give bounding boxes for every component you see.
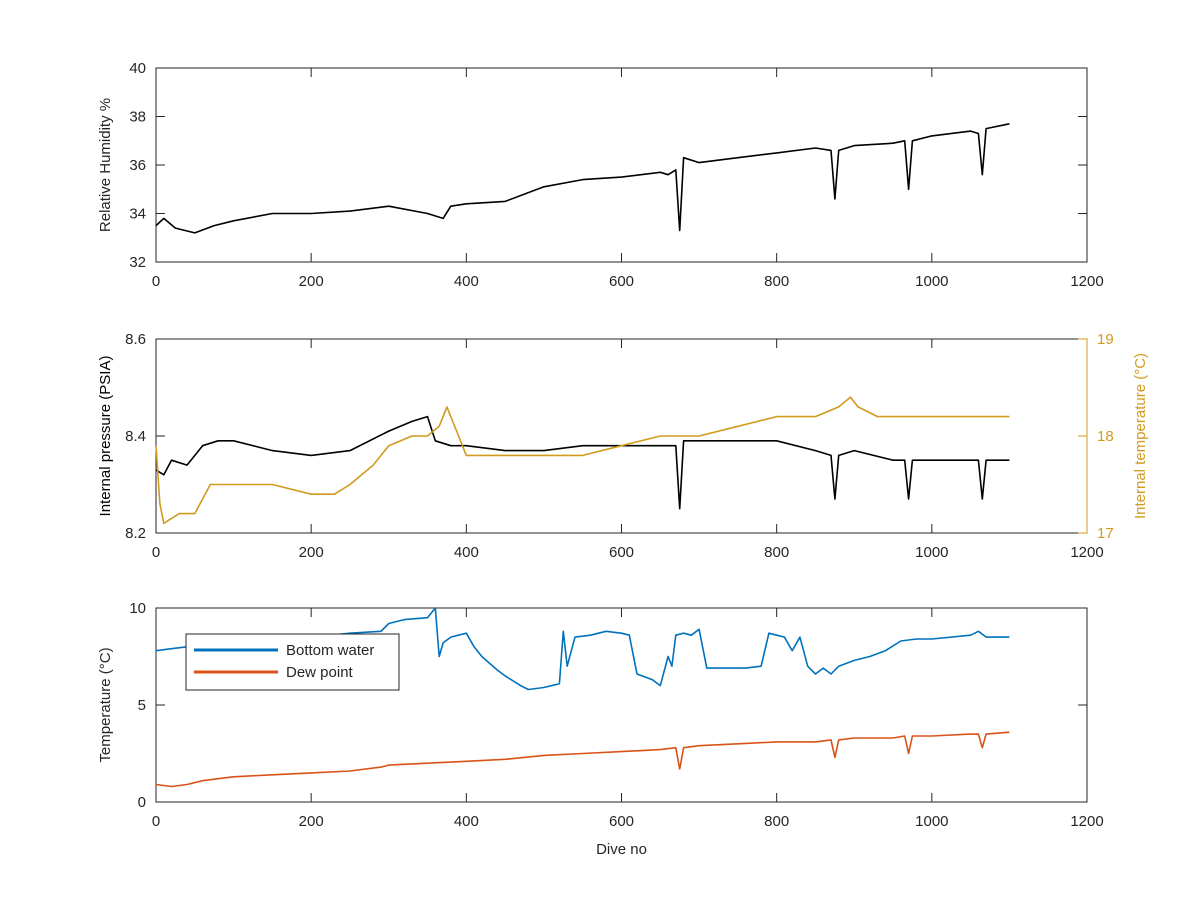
chart-panel-1: 0 200 400 600 800 1000 1200 32 34 36 38 40 Relative … (97, 60, 1104, 290)
x-tick-label: 800 (764, 273, 789, 290)
x-tick-label: 0 (152, 273, 160, 290)
y-tick-label: 8.4 (125, 428, 146, 445)
x-tick-label: 400 (454, 544, 479, 561)
y-tick-label: 5 (138, 697, 146, 714)
x-axis-label: Dive no (596, 841, 647, 858)
y-tick-label: 8.2 (125, 525, 146, 542)
y-tick-label: 8.6 (125, 331, 146, 348)
y-tick-label: 10 (129, 600, 146, 617)
legend-entry: Dew point (286, 664, 354, 681)
legend: Bottom water Dew point (185, 633, 400, 691)
series-line-bottom-water (155, 607, 1010, 691)
y-tick-label: 38 (129, 109, 146, 126)
x-tick-label: 1200 (1070, 813, 1103, 830)
x-tick-label: 1000 (915, 273, 948, 290)
y-axis-label: Relative Humidity % (97, 98, 114, 232)
y-tick-label: 36 (129, 157, 146, 174)
chart-panel-3: 0 200 400 600 800 1000 1200 0 5 10 Temperature (°C… (97, 600, 1104, 858)
x-tick-label: 0 (152, 813, 160, 830)
x-tick-label: 1200 (1070, 273, 1103, 290)
y2-tick-label: 17 (1097, 525, 1114, 542)
y-tick-label: 34 (129, 206, 146, 223)
x-tick-label: 200 (299, 813, 324, 830)
y-axis-label: Temperature (°C) (97, 647, 114, 762)
x-tick-label: 800 (764, 544, 789, 561)
x-tick-label: 1000 (915, 813, 948, 830)
x-tick-label: 600 (609, 544, 634, 561)
x-tick-label: 200 (299, 544, 324, 561)
y-axis-label: Internal pressure (PSIA) (97, 356, 114, 517)
y2-tick-label: 18 (1097, 428, 1114, 445)
y2-axis-label: Internal temperature (°C) (1132, 353, 1149, 519)
legend-entry: Bottom water (286, 642, 374, 659)
y-tick-label: 40 (129, 60, 146, 77)
series-line-dew-point (155, 731, 1010, 788)
x-tick-label: 600 (609, 813, 634, 830)
x-tick-label: 400 (454, 813, 479, 830)
x-tick-label: 400 (454, 273, 479, 290)
x-tick-label: 800 (764, 813, 789, 830)
x-tick-label: 200 (299, 273, 324, 290)
legend-box (185, 633, 400, 691)
x-tick-label: 1000 (915, 544, 948, 561)
x-tick-label: 0 (152, 544, 160, 561)
series-line-2-1 (155, 415, 1010, 510)
x-tick-label: 1200 (1070, 544, 1103, 561)
chart-panel-2: 0 200 400 600 800 1000 1200 8.2 8.4 8.6 17 18 19 Inte… (97, 331, 1149, 561)
y-tick-label: 32 (129, 254, 146, 271)
series-line-2-2 (155, 396, 1010, 525)
y2-tick-label: 19 (1097, 331, 1114, 348)
y-tick-label: 0 (138, 794, 146, 811)
x-tick-label: 600 (609, 273, 634, 290)
series-line-1-1 (155, 123, 1010, 234)
